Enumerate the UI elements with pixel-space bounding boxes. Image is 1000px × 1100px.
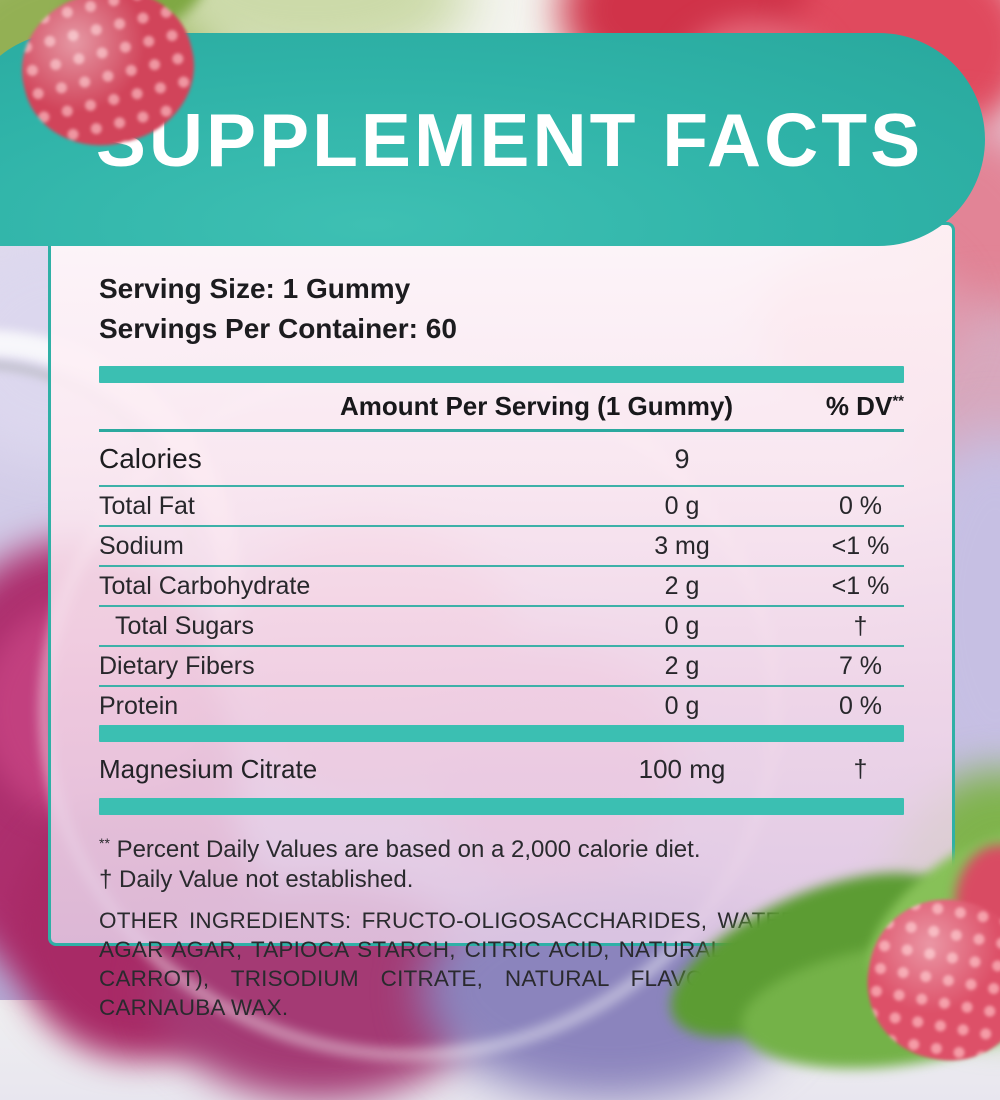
- row-amount: 0 g: [664, 692, 700, 720]
- row-dv: <1 %: [831, 572, 890, 600]
- row-label: Total Carbohydrate: [99, 572, 311, 600]
- row-amount: 100 mg: [638, 754, 726, 784]
- divider-bar: [99, 366, 904, 383]
- table-row: Dietary Fibers 2 g 7 %: [99, 647, 904, 687]
- table-row-calories: Calories 9: [99, 432, 904, 487]
- row-dv: 0 %: [838, 492, 883, 520]
- row-dv: †: [853, 612, 868, 640]
- row-label: Magnesium Citrate: [99, 754, 318, 784]
- row-amount: 9: [674, 443, 690, 474]
- row-label: Dietary Fibers: [99, 652, 255, 680]
- table-header-row: Amount Per Serving (1 Gummy) % DV**: [99, 383, 904, 429]
- table-row: Total Carbohydrate 2 g <1 %: [99, 567, 904, 607]
- row-dv: <1 %: [831, 532, 890, 560]
- daily-values-note: ** Percent Daily Values are based on a 2…: [99, 835, 701, 863]
- servings-per-container: Servings Per Container: 60: [99, 313, 457, 344]
- amount-per-serving-header: Amount Per Serving (1 Gummy): [340, 391, 733, 421]
- table-row-magnesium-citrate: Magnesium Citrate 100 mg †: [99, 742, 904, 798]
- supplement-facts-panel: Serving Size: 1 Gummy Servings Per Conta…: [48, 222, 955, 1020]
- other-ingredients-label: OTHER INGREDIENTS:: [99, 908, 352, 933]
- row-label: Total Sugars: [115, 612, 254, 640]
- page-title: SUPPLEMENT FACTS: [95, 97, 924, 182]
- row-amount: 0 g: [664, 492, 700, 520]
- percent-dv-header: % DV**: [825, 391, 904, 421]
- row-dv: 7 %: [838, 652, 883, 680]
- row-dv: 0 %: [838, 692, 883, 720]
- serving-size: Serving Size: 1 Gummy: [99, 273, 411, 304]
- row-label: Sodium: [99, 532, 184, 560]
- row-label: Total Fat: [99, 492, 195, 520]
- serving-info: Serving Size: 1 Gummy Servings Per Conta…: [99, 269, 904, 349]
- row-label: Protein: [99, 692, 179, 720]
- divider-line: [99, 429, 904, 432]
- table-row: Protein 0 g 0 %: [99, 687, 904, 725]
- table-row: Total Fat 0 g 0 %: [99, 487, 904, 527]
- dagger-note: † Daily Value not established.: [99, 866, 414, 893]
- table-row: Total Sugars 0 g †: [99, 607, 904, 647]
- row-amount: 2 g: [664, 652, 700, 680]
- divider-bar: [99, 798, 904, 815]
- row-dv: †: [853, 755, 868, 783]
- row-amount: 0 g: [664, 612, 700, 640]
- footnotes: ** Percent Daily Values are based on a 2…: [99, 828, 904, 895]
- row-amount: 2 g: [664, 572, 700, 600]
- row-label: Calories: [99, 443, 202, 474]
- table-row: Sodium 3 mg <1 %: [99, 527, 904, 567]
- row-amount: 3 mg: [654, 532, 710, 560]
- divider-bar: [99, 725, 904, 742]
